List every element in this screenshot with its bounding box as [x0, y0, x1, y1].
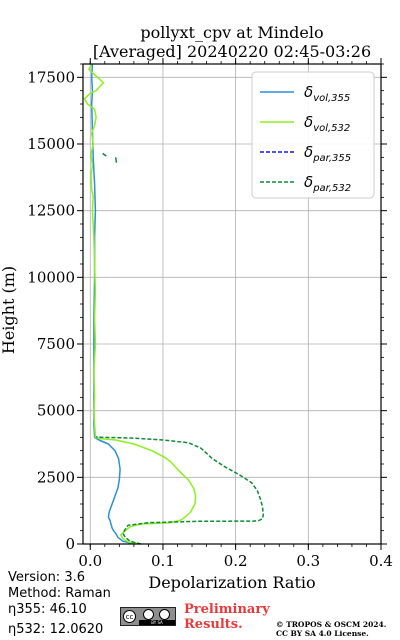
y-tick-label: 12500 [27, 202, 75, 220]
plot-frame [82, 63, 382, 545]
x-tick-label: 0.1 [151, 552, 175, 570]
sa-icon [159, 609, 170, 620]
y-axis-label: Height (m) [0, 266, 18, 354]
x-tick-label: 0.3 [296, 552, 320, 570]
x-tick-label: 0.4 [369, 552, 393, 570]
legend-label-1: δvol,532 [304, 113, 350, 134]
chart-title-line-2: [Averaged] 20240220 02:45-03:26 [93, 42, 371, 61]
copyright-line-2: CC BY SA 4.0 License. [276, 629, 369, 638]
series-lines [83, 63, 265, 545]
copyright-line-1: © TROPOS & OSCM 2024. [276, 620, 387, 629]
method-text: Method: Raman [8, 586, 111, 601]
chart-title-line-1: pollyxt_cpv at Mindelo [140, 23, 323, 42]
series-line-0 [90, 63, 136, 545]
series-line-1 [83, 63, 197, 545]
preliminary-line-1: Preliminary [184, 602, 270, 617]
y-tick-label: 5000 [37, 402, 75, 420]
info-block: Version: 3.6 Method: Raman η355: 46.10 η… [8, 570, 111, 638]
legend-label-3: δpar,532 [304, 173, 351, 194]
license-strip: BY SA [139, 620, 175, 625]
y-tick-label: 15000 [27, 135, 75, 153]
preliminary-results-label: Preliminary Results. [184, 602, 284, 632]
cc-icon: cc [123, 610, 136, 623]
x-tick-label: 0.0 [78, 552, 102, 570]
eta355-text: η355: 46.10 [8, 602, 87, 617]
series-fragment-par532 [114, 157, 118, 163]
series-fragment-par532 [102, 152, 107, 157]
y-tick-label: 0 [65, 535, 75, 553]
by-icon [143, 609, 154, 620]
x-tick-label: 0.2 [224, 552, 248, 570]
legend-label-0: δvol,355 [304, 83, 350, 104]
version-text: Version: 3.6 [8, 570, 85, 585]
preliminary-line-2: Results. [184, 617, 243, 632]
cc-license-badge: cc BY SA [120, 607, 176, 626]
copyright-text: © TROPOS & OSCM 2024. CC BY SA 4.0 Licen… [276, 620, 396, 638]
y-tick-label: 10000 [27, 268, 75, 286]
eta532-text: η532: 12.0620 [8, 622, 104, 637]
axis-ticks: 0.0 0.1 0.2 0.3 0.4 0 2500 5000 7500 10000 12500 15… [27, 58, 393, 570]
x-axis-label: Depolarization Ratio [148, 573, 315, 592]
y-tick-label: 2500 [37, 468, 75, 486]
y-tick-label: 17500 [27, 68, 75, 86]
legend: δvol,355 δvol,532 δpar,355 δpar,532 [251, 71, 375, 199]
depolarization-chart: pollyxt_cpv at Mindelo [Averaged] 202402… [0, 23, 393, 592]
y-tick-label: 7500 [37, 335, 75, 353]
legend-label-2: δpar,355 [304, 143, 351, 164]
legend-box [251, 71, 375, 199]
series-line-3 [96, 436, 265, 545]
